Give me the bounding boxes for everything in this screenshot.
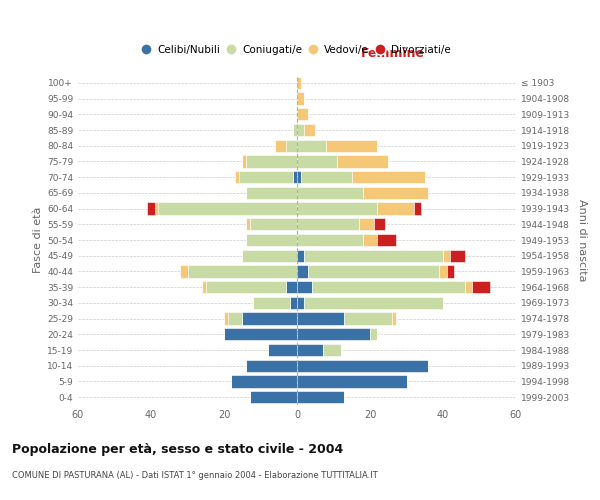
Bar xyxy=(297,156,337,168)
Bar xyxy=(250,218,297,230)
Bar xyxy=(297,108,308,120)
Bar xyxy=(232,376,297,388)
Bar xyxy=(374,218,385,230)
Bar xyxy=(155,202,158,214)
Bar xyxy=(180,266,187,278)
Bar xyxy=(224,328,297,340)
Bar xyxy=(297,140,326,152)
Bar xyxy=(206,281,286,293)
Bar xyxy=(297,376,407,388)
Bar xyxy=(297,76,301,89)
Bar xyxy=(344,312,392,324)
Bar xyxy=(297,312,344,324)
Bar xyxy=(392,312,395,324)
Bar xyxy=(242,156,246,168)
Bar xyxy=(242,250,297,262)
Bar xyxy=(297,296,304,309)
Bar xyxy=(297,92,304,104)
Bar xyxy=(377,234,395,246)
Bar xyxy=(250,391,297,404)
Bar xyxy=(465,281,472,293)
Bar xyxy=(297,186,362,199)
Bar xyxy=(359,218,374,230)
Bar xyxy=(443,250,450,262)
Bar xyxy=(297,328,370,340)
Bar xyxy=(362,186,428,199)
Bar xyxy=(370,328,377,340)
Bar xyxy=(297,281,311,293)
Bar xyxy=(290,296,297,309)
Bar xyxy=(326,140,377,152)
Bar xyxy=(472,281,490,293)
Bar xyxy=(304,296,443,309)
Text: Popolazione per età, sesso e stato civile - 2004: Popolazione per età, sesso e stato civil… xyxy=(12,442,343,456)
Bar xyxy=(246,218,250,230)
Bar xyxy=(297,202,377,214)
Bar xyxy=(293,171,297,183)
Bar xyxy=(446,266,454,278)
Bar xyxy=(311,281,465,293)
Text: COMUNE DI PASTURANA (AL) - Dati ISTAT 1° gennaio 2004 - Elaborazione TUTTITALIA.: COMUNE DI PASTURANA (AL) - Dati ISTAT 1°… xyxy=(12,471,378,480)
Bar xyxy=(239,171,293,183)
Bar xyxy=(242,312,297,324)
Bar xyxy=(246,234,297,246)
Bar xyxy=(293,124,297,136)
Bar xyxy=(148,202,155,214)
Bar xyxy=(187,266,297,278)
Bar xyxy=(297,234,362,246)
Bar xyxy=(297,218,359,230)
Bar xyxy=(286,140,297,152)
Bar xyxy=(297,360,428,372)
Bar xyxy=(362,234,377,246)
Bar xyxy=(304,250,443,262)
Bar xyxy=(297,391,344,404)
Bar xyxy=(304,124,315,136)
Bar xyxy=(297,344,323,356)
Bar xyxy=(297,124,304,136)
Bar xyxy=(275,140,286,152)
Bar xyxy=(377,202,414,214)
Bar xyxy=(439,266,446,278)
Bar xyxy=(323,344,341,356)
Legend: Celibi/Nubili, Coniugati/e, Vedovi/e, Divorziati/e: Celibi/Nubili, Coniugati/e, Vedovi/e, Di… xyxy=(140,40,454,59)
Bar xyxy=(158,202,297,214)
Bar xyxy=(352,171,425,183)
Y-axis label: Anni di nascita: Anni di nascita xyxy=(577,198,587,281)
Bar xyxy=(286,281,297,293)
Bar xyxy=(224,312,227,324)
Bar xyxy=(414,202,421,214)
Bar xyxy=(337,156,388,168)
Bar xyxy=(268,344,297,356)
Bar xyxy=(450,250,465,262)
Bar xyxy=(246,156,297,168)
Bar xyxy=(297,266,308,278)
Bar xyxy=(246,360,297,372)
Bar xyxy=(297,250,304,262)
Bar xyxy=(297,171,301,183)
Text: Femmine: Femmine xyxy=(361,47,425,60)
Bar xyxy=(235,171,239,183)
Y-axis label: Fasce di età: Fasce di età xyxy=(33,207,43,273)
Bar xyxy=(202,281,206,293)
Bar xyxy=(246,186,297,199)
Bar xyxy=(301,171,352,183)
Bar xyxy=(227,312,242,324)
Bar xyxy=(308,266,439,278)
Bar xyxy=(253,296,290,309)
